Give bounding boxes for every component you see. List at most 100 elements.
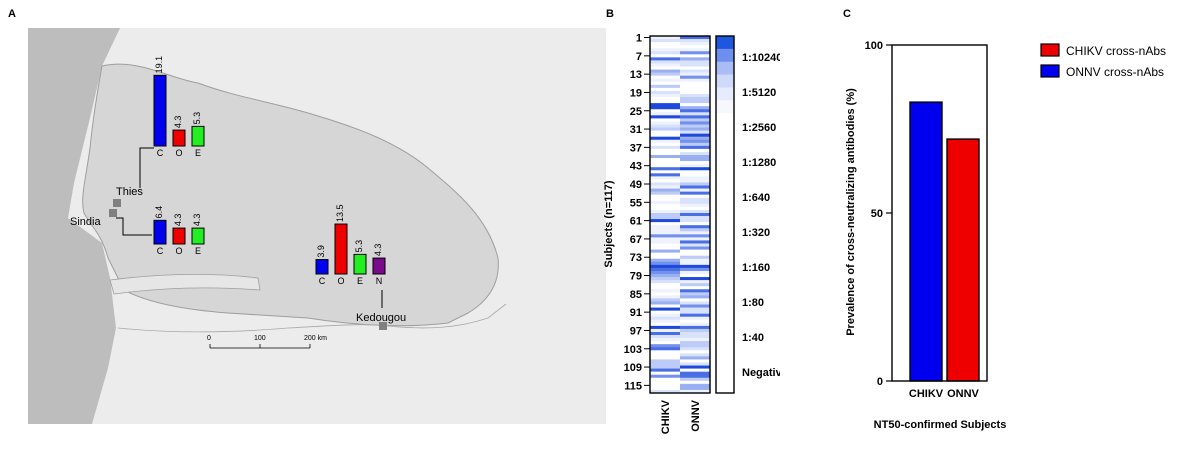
heatmap-cell-chikv bbox=[650, 258, 680, 263]
map-bar-category-kedougou-n: N bbox=[376, 276, 383, 286]
heatmap-cell-chikv bbox=[650, 389, 680, 394]
heatmap-cell-chikv bbox=[650, 338, 680, 342]
heatmap-cell-onnv bbox=[680, 249, 710, 253]
heatmap-cell-onnv bbox=[680, 103, 710, 107]
heatmap-cell-onnv bbox=[680, 386, 710, 391]
map-bar-value-thies-o: 4.3 bbox=[173, 116, 183, 129]
heatmap-cell-onnv bbox=[680, 328, 710, 333]
map-bar-value-kedougou-o: 13.5 bbox=[335, 205, 345, 223]
heatmap-cell-onnv bbox=[680, 133, 710, 137]
heatmap-cell-onnv bbox=[680, 69, 710, 73]
heatmap-cell-onnv bbox=[680, 84, 710, 89]
heatmap-cell-chikv bbox=[650, 100, 680, 104]
heatmap-cell-onnv bbox=[680, 155, 710, 159]
map-bar-sindia-e bbox=[191, 227, 205, 245]
heatmap-cell-onnv bbox=[680, 365, 710, 369]
heatmap-cell-onnv bbox=[680, 182, 710, 186]
heatmap-tick-label: 109 bbox=[624, 362, 642, 374]
heatmap-cells bbox=[650, 36, 710, 394]
bar-y-tick-label: 100 bbox=[865, 40, 883, 52]
heatmap-cell-onnv bbox=[680, 200, 710, 205]
heatmap-cell-onnv bbox=[680, 51, 710, 55]
map-bar-sindia-c bbox=[153, 219, 167, 245]
heatmap-cell-onnv bbox=[680, 255, 710, 260]
heatmap-legend-swatch bbox=[716, 48, 734, 63]
heatmap-cell-chikv bbox=[650, 252, 680, 256]
heatmap-cell-chikv bbox=[650, 63, 680, 67]
heatmap-cell-onnv bbox=[680, 258, 710, 263]
bar-onnv bbox=[946, 138, 980, 382]
heatmap-cell-chikv bbox=[650, 277, 680, 281]
heatmap-cell-onnv bbox=[680, 289, 710, 293]
heatmap-cell-onnv bbox=[680, 325, 710, 330]
map-bar-value-sindia-c: 6.4 bbox=[154, 206, 164, 219]
heatmap-cell-chikv bbox=[650, 246, 680, 250]
heatmap-cell-onnv bbox=[680, 295, 710, 299]
thies-site-label: Thies bbox=[116, 186, 143, 198]
heatmap-cell-chikv bbox=[650, 316, 680, 321]
map-bar-category-sindia-e: E bbox=[195, 246, 201, 256]
map-bar-kedougou-o bbox=[334, 223, 348, 275]
heatmap-cell-chikv bbox=[650, 228, 680, 232]
heatmap-cell-onnv bbox=[680, 130, 710, 134]
map-bar-value-kedougou-n: 4.3 bbox=[373, 244, 383, 257]
bar-legend: CHIKV cross-nAbs ONNV cross-nAbs bbox=[1040, 43, 1166, 79]
bar-y-axis-label: Prevalence of cross-neutralizing antibod… bbox=[845, 88, 857, 336]
heatmap-cell-chikv bbox=[650, 155, 680, 159]
heatmap-cell-chikv bbox=[650, 200, 680, 205]
heatmap-cell-onnv bbox=[680, 234, 710, 238]
map-bar-value-thies-e: 5.3 bbox=[192, 112, 202, 125]
heatmap-cell-onnv bbox=[680, 42, 710, 46]
map-bar-kedougou-c bbox=[315, 259, 329, 275]
heatmap-cell-onnv bbox=[680, 136, 710, 141]
heatmap-cell-onnv bbox=[680, 219, 710, 223]
heatmap-cell-chikv bbox=[650, 60, 680, 64]
heatmap-cell-chikv bbox=[650, 267, 680, 272]
heatmap-tick-label: 43 bbox=[630, 161, 642, 173]
heatmap-cell-chikv bbox=[650, 341, 680, 345]
map-bar-value-thies-c: 19.1 bbox=[154, 56, 164, 74]
heatmap-cell-onnv bbox=[680, 277, 710, 281]
heatmap-cell-chikv bbox=[650, 170, 680, 174]
heatmap-cell-chikv bbox=[650, 78, 680, 83]
bar-y-ticks: 0 50 100 bbox=[865, 40, 892, 388]
heatmap-cell-onnv bbox=[680, 301, 710, 305]
heatmap-legend-label: 1:5120 bbox=[742, 87, 776, 99]
heatmap-cell-chikv bbox=[650, 209, 680, 214]
heatmap-cell-onnv bbox=[680, 60, 710, 64]
heatmap-cell-chikv bbox=[650, 386, 680, 391]
map-bar-thies-e bbox=[191, 125, 205, 147]
heatmap-cell-chikv bbox=[650, 194, 680, 199]
heatmap-cell-chikv bbox=[650, 298, 680, 302]
heatmap-cell-chikv bbox=[650, 295, 680, 299]
heatmap-cell-onnv bbox=[680, 93, 710, 98]
heatmap-legend-label: 1:1280 bbox=[742, 157, 776, 169]
sindia-site-label: Sindia bbox=[70, 216, 101, 228]
heatmap-cell-onnv bbox=[680, 185, 710, 189]
heatmap-cell-onnv bbox=[680, 228, 710, 232]
heatmap-cell-onnv bbox=[680, 151, 710, 156]
bar-legend-label: ONNV cross-nAbs bbox=[1066, 65, 1164, 79]
heatmap-cell-chikv bbox=[650, 380, 680, 385]
titer-heatmap: Subjects (n=117) 1 7 13 19 25 31 37 43 49 55 61 67 7… bbox=[603, 33, 780, 435]
heatmap-cell-onnv bbox=[680, 161, 710, 165]
heatmap-cell-onnv bbox=[680, 216, 710, 220]
heatmap-tick-label: 55 bbox=[630, 197, 642, 209]
heatmap-cell-onnv bbox=[680, 97, 710, 101]
heatmap-cell-onnv bbox=[680, 237, 710, 241]
heatmap-cell-chikv bbox=[650, 243, 680, 247]
heatmap-cell-onnv bbox=[680, 344, 710, 348]
heatmap-cell-onnv bbox=[680, 112, 710, 116]
heatmap-legend-label: 1:640 bbox=[742, 192, 770, 204]
heatmap-cell-chikv bbox=[650, 283, 680, 287]
heatmap-cell-chikv bbox=[650, 356, 680, 360]
heatmap-cell-onnv bbox=[680, 179, 710, 183]
border-line-south bbox=[387, 303, 507, 329]
heatmap-cell-onnv bbox=[680, 127, 710, 131]
heatmap-cell-onnv bbox=[680, 319, 710, 324]
heatmap-tick-label: 13 bbox=[630, 69, 642, 81]
heatmap-cell-onnv bbox=[680, 164, 710, 168]
map-bar-category-kedougou-e: E bbox=[357, 276, 363, 286]
border-line bbox=[117, 324, 389, 333]
heatmap-cell-onnv bbox=[680, 368, 710, 372]
